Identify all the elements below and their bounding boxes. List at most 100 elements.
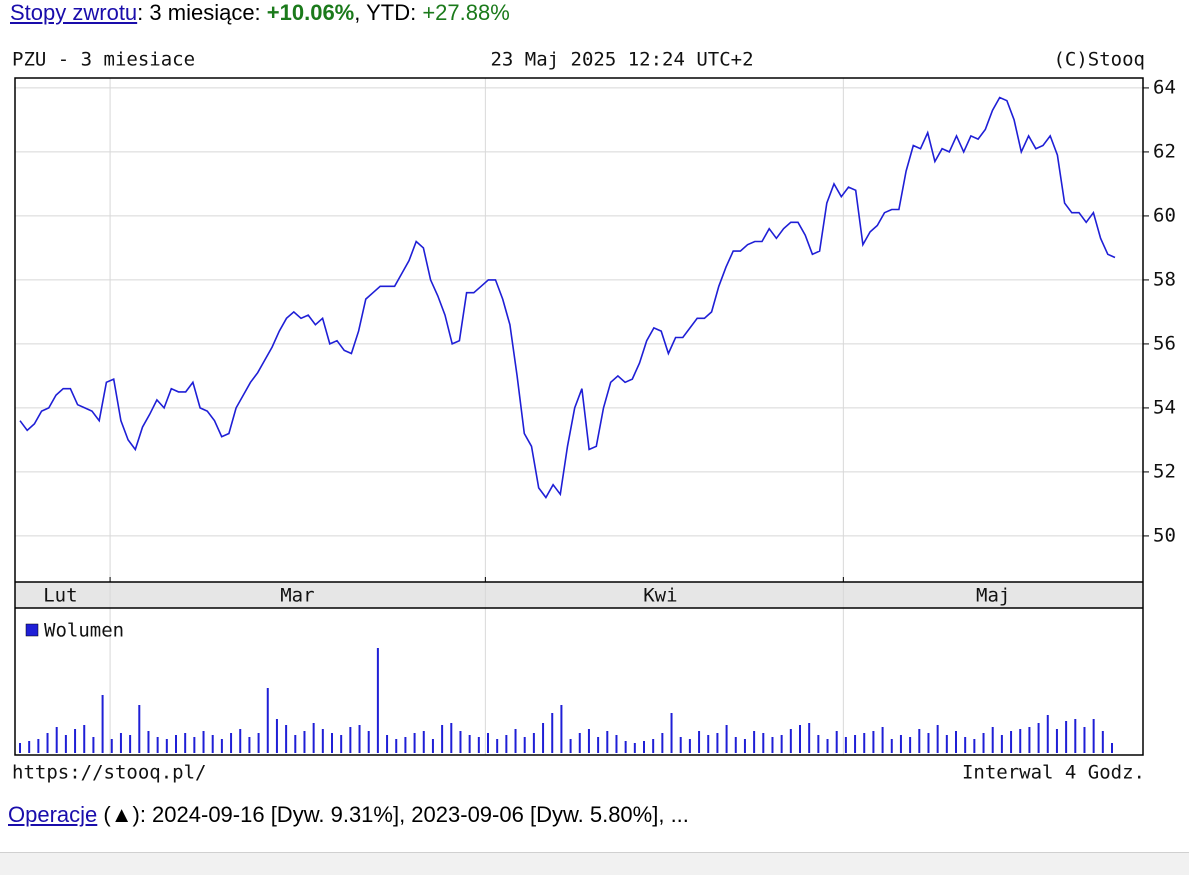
volume-bar xyxy=(431,739,434,753)
ytd-return: +27.88% xyxy=(422,0,510,25)
volume-bar xyxy=(542,723,545,753)
volume-bar xyxy=(688,739,691,753)
x-tick-label: Maj xyxy=(976,585,1010,607)
volume-bar xyxy=(780,735,783,753)
volume-bar xyxy=(587,729,590,753)
volume-bar xyxy=(239,729,242,753)
volume-bar xyxy=(753,731,756,753)
volume-bar xyxy=(156,737,159,753)
volume-bar xyxy=(844,737,847,753)
volume-bar xyxy=(184,733,187,753)
operations-link[interactable]: Operacje xyxy=(8,802,98,827)
returns-link[interactable]: Stopy zwrotu xyxy=(10,0,138,25)
footer-url: https://stooq.pl/ xyxy=(12,762,206,784)
volume-bar xyxy=(376,648,379,753)
footer-interval: Interwal 4 Godz. xyxy=(962,762,1145,784)
volume-bar xyxy=(771,737,774,753)
legend-label: Wolumen xyxy=(44,620,124,642)
volume-bar xyxy=(321,729,324,753)
volume-bar xyxy=(496,739,499,753)
volume-bar xyxy=(606,731,609,753)
volume-bar xyxy=(349,727,352,753)
volume-bar xyxy=(624,741,627,753)
period-return: +10.06% xyxy=(266,0,355,25)
y-tick-label: 64 xyxy=(1153,76,1176,98)
volume-bar xyxy=(679,737,682,753)
volume-bar xyxy=(505,735,508,753)
volume-bar xyxy=(266,688,269,753)
x-tick-label: Lut xyxy=(43,585,77,607)
volume-bar xyxy=(119,733,122,753)
volume-bar xyxy=(487,733,489,753)
volume-bar xyxy=(1055,729,1058,753)
price-line xyxy=(19,96,1116,499)
volume-bar xyxy=(220,739,223,753)
volume-bar xyxy=(230,733,233,753)
volume-bar xyxy=(55,727,58,753)
volume-bar xyxy=(762,733,765,753)
returns-line: Stopy zwrotu: 3 miesiące: +10.06%, YTD: … xyxy=(10,0,510,26)
chart-title: PZU - 3 miesiace xyxy=(12,49,195,71)
volume-bar xyxy=(37,739,40,753)
volume-bar xyxy=(661,733,664,753)
volume-bar xyxy=(193,737,196,753)
volume-bar xyxy=(110,739,113,753)
volume-bar xyxy=(615,735,618,753)
volume-bar xyxy=(633,743,636,753)
volume-bar xyxy=(982,733,985,753)
volume-bar xyxy=(936,725,939,753)
volume-bar xyxy=(340,735,343,753)
volume-bar xyxy=(707,735,710,753)
volume-bar xyxy=(1000,735,1003,753)
y-tick-label: 52 xyxy=(1153,460,1176,482)
volume-bar xyxy=(1019,729,1022,753)
volume-bar xyxy=(441,725,444,753)
volume-bar xyxy=(808,723,811,753)
volume-bar xyxy=(257,733,260,753)
volume-bar xyxy=(973,739,976,753)
x-tick-label: Mar xyxy=(280,585,314,607)
volume-bar xyxy=(83,725,86,753)
volume-bar xyxy=(1111,743,1113,753)
y-tick-label: 54 xyxy=(1153,396,1176,418)
volume-bar xyxy=(331,733,333,753)
volume-bar xyxy=(395,739,398,753)
returns-text: , YTD: xyxy=(354,0,423,25)
volume-bar xyxy=(698,731,701,753)
volume-bar xyxy=(1046,715,1049,753)
volume-bar xyxy=(578,733,581,753)
volume-bar xyxy=(1028,727,1031,753)
volume-bar xyxy=(28,741,31,753)
y-tick-label: 62 xyxy=(1153,140,1176,162)
frame xyxy=(14,77,1144,756)
volume-bar xyxy=(881,727,884,753)
volume-bar xyxy=(1101,731,1104,753)
volume-bar xyxy=(468,735,471,753)
volume-bar xyxy=(532,733,535,753)
volume-bar xyxy=(725,725,728,753)
volume-bar xyxy=(129,735,132,753)
volume-bar xyxy=(422,731,425,753)
volume-bar xyxy=(1074,719,1077,753)
volume-bar xyxy=(1037,723,1040,753)
volume-bar xyxy=(514,729,517,753)
volume-bar xyxy=(459,731,462,753)
volume-bar xyxy=(46,733,49,753)
volume-bar xyxy=(890,739,893,753)
volume-bar xyxy=(854,735,857,753)
volume-bar xyxy=(303,731,306,753)
volume-bar xyxy=(404,737,407,753)
returns-text: : 3 miesiące: xyxy=(137,0,267,25)
volume-bar xyxy=(826,739,829,753)
volume-bar xyxy=(1083,727,1086,753)
volume-bar xyxy=(991,727,994,753)
operations-text: (▲): 2024-09-16 [Dyw. 9.31%], 2023-09-06… xyxy=(97,802,689,827)
volume-bar xyxy=(652,739,655,753)
volume-bar xyxy=(799,725,801,753)
volume-bar xyxy=(92,737,95,753)
volume-bar xyxy=(358,725,361,753)
chart: PZU - 3 miesiace 23 Maj 2025 12:24 UTC+2… xyxy=(12,49,1176,784)
volume-bar xyxy=(899,735,902,753)
volume-bar xyxy=(285,725,288,753)
volume-bar xyxy=(202,731,205,753)
